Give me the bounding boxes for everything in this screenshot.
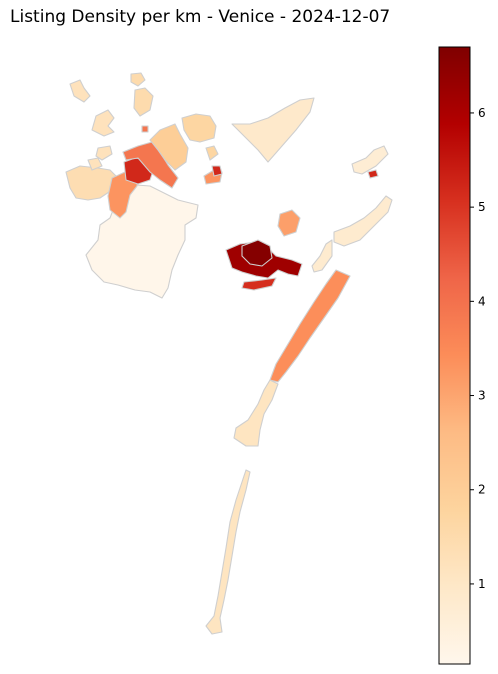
- district-burano: [351, 145, 389, 175]
- colorbar-tick-label: 4: [478, 294, 486, 308]
- map-title: Listing Density per km - Venice - 2024-1…: [10, 7, 391, 27]
- district-marghera: [85, 183, 199, 299]
- districts-layer: [65, 72, 393, 635]
- district-lido-south: [233, 379, 279, 447]
- district-mestre-east: [149, 123, 189, 171]
- district-murano: [277, 209, 301, 237]
- district-favaro-strip: [205, 145, 219, 161]
- colorbar-tick-label: 1: [478, 577, 486, 591]
- district-zelarino-strip: [95, 145, 113, 161]
- district-red-islet: [211, 165, 223, 177]
- district-lido: [269, 269, 351, 383]
- district-burano-red: [367, 169, 379, 179]
- colorbar-tick-label: 3: [478, 389, 486, 403]
- district-mestre-carpenedo: [122, 141, 179, 189]
- district-giudecca: [241, 277, 277, 291]
- district-campalto-island: [130, 72, 146, 87]
- district-campalto: [133, 87, 154, 117]
- district-sant-erasmo: [333, 195, 393, 247]
- district-pellestrina: [205, 469, 251, 635]
- district-zelarino-strip2: [87, 157, 103, 171]
- colorbar-gradient: [438, 46, 471, 665]
- district-favaro: [181, 113, 217, 143]
- colorbar-tick-label: 2: [478, 483, 486, 497]
- district-venice-inner: [241, 239, 273, 267]
- colorbar: 1 2 3 4 5 6: [438, 46, 486, 665]
- district-zelarino-islet: [69, 79, 91, 103]
- colorbar-tick-label: 5: [478, 200, 486, 214]
- district-small-red: [141, 125, 149, 133]
- colorbar-tick-label: 6: [478, 106, 486, 120]
- district-vignole: [311, 239, 333, 273]
- colorbar-ticks: 1 2 3 4 5 6: [470, 106, 486, 591]
- district-tessera: [231, 97, 315, 163]
- district-zelarino: [91, 109, 115, 137]
